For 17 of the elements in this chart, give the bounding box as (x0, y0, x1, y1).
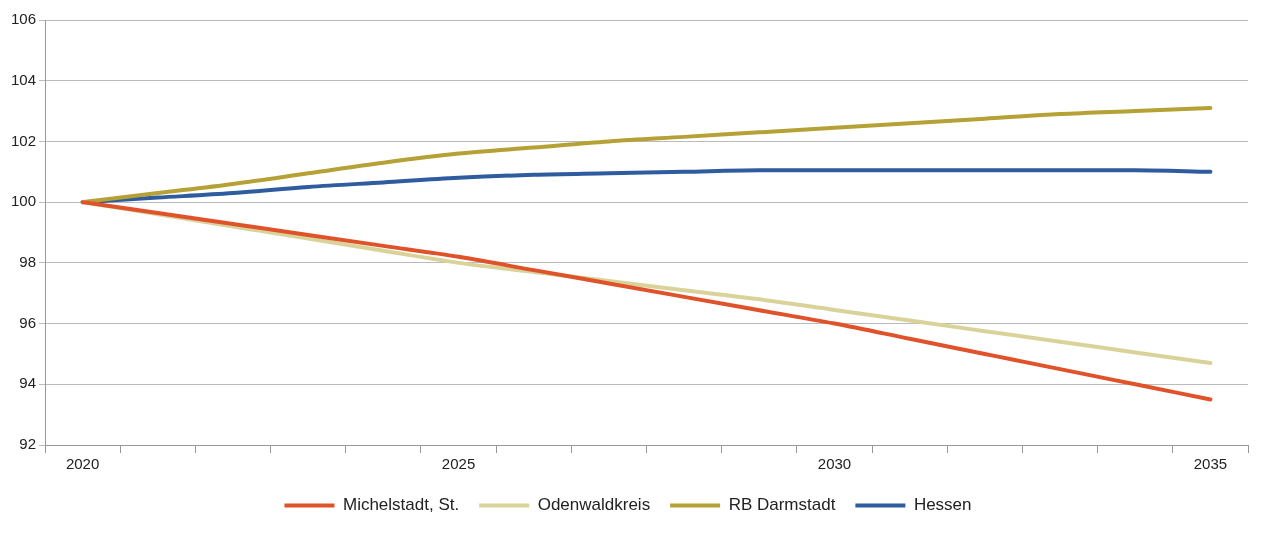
legend-label: Hessen (913, 495, 972, 515)
y-tick-label: 94 (19, 374, 37, 392)
y-tick-label: 92 (19, 435, 37, 453)
x-tick-label: 2030 (817, 455, 852, 473)
y-tick-label: 102 (11, 131, 37, 149)
y-tick-label: 106 (11, 10, 37, 28)
legend-label: Odenwaldkreis (537, 495, 651, 515)
line-series (80, 200, 1213, 402)
legend-label: RB Darmstadt (728, 495, 836, 515)
legend-label: Michelstadt, St. (342, 495, 460, 515)
x-tick-label: 2020 (65, 455, 100, 473)
y-tick-label: 98 (19, 253, 37, 270)
y-tick-label: 96 (19, 313, 37, 331)
x-tick-label: 2025 (441, 455, 476, 473)
y-tick-label: 104 (11, 70, 37, 88)
x-tick-label: 2035 (1193, 455, 1228, 473)
y-tick-label: 100 (11, 192, 37, 210)
